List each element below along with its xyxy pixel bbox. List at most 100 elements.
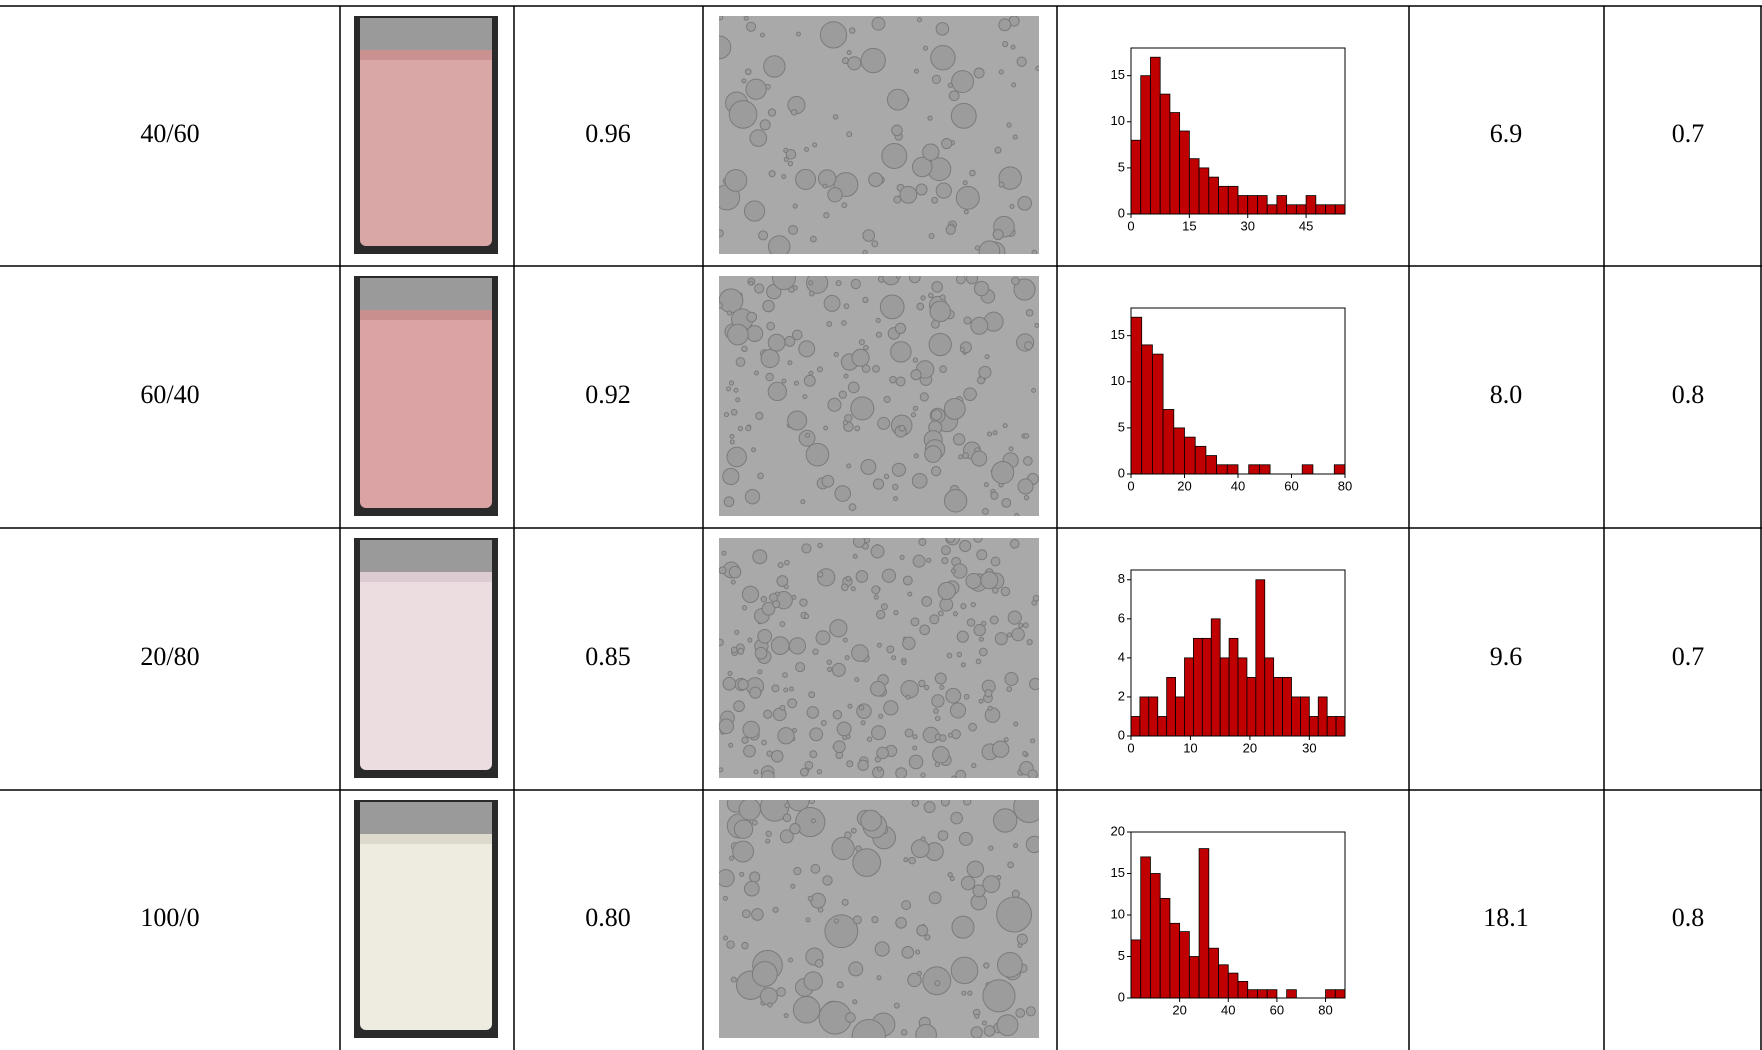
plot-frame [1130, 47, 1346, 215]
droplet [976, 549, 988, 561]
droplet [783, 687, 789, 693]
droplet [722, 935, 729, 941]
x-tick-label: 80 [1318, 1002, 1332, 1017]
droplet [733, 387, 739, 393]
droplet [851, 644, 869, 662]
droplet [881, 143, 908, 169]
droplet [974, 1013, 980, 1019]
droplet [951, 915, 975, 939]
droplet [792, 203, 798, 209]
histogram-bar [1305, 195, 1317, 215]
droplet [730, 976, 737, 983]
histogram-bar [1198, 848, 1210, 999]
droplet [962, 180, 968, 186]
droplet [1015, 1008, 1026, 1018]
droplet [883, 395, 891, 403]
droplet [1013, 843, 1019, 849]
droplet [823, 212, 830, 219]
droplet [737, 647, 745, 655]
droplet [916, 17, 923, 23]
droplet [966, 860, 984, 878]
droplet [883, 700, 899, 716]
droplet [729, 433, 735, 439]
droplet [919, 392, 929, 402]
droplet [755, 411, 764, 421]
droplet [1011, 627, 1025, 642]
x-tick-label: 30 [1240, 218, 1254, 233]
droplet [734, 629, 740, 635]
histogram-bar [1205, 455, 1218, 475]
droplet [757, 628, 773, 644]
droplet [730, 646, 738, 654]
histogram-bar [1184, 657, 1194, 737]
droplet [721, 550, 727, 556]
droplet [893, 610, 899, 616]
droplet [883, 473, 890, 480]
y-tick-label: 0 [1118, 465, 1125, 480]
droplet [962, 452, 969, 459]
droplet [846, 131, 853, 138]
droplet [965, 572, 982, 589]
droplet [762, 299, 775, 313]
droplet [744, 68, 752, 76]
droplet [860, 47, 886, 74]
droplet [761, 739, 767, 746]
droplet [833, 351, 839, 357]
droplet [934, 715, 941, 722]
droplet [895, 276, 901, 280]
droplet [950, 729, 961, 740]
droplet [767, 108, 777, 117]
droplet [743, 880, 760, 897]
droplet [939, 294, 946, 301]
droplet [955, 276, 966, 285]
cell-text: 20/80 [140, 642, 199, 671]
y-tick-label: 5 [1118, 948, 1125, 963]
histogram-bar [1276, 195, 1288, 215]
y-tick-label: 10 [1111, 373, 1125, 388]
droplet [741, 941, 749, 950]
histogram-bar [1188, 956, 1200, 999]
droplet [851, 348, 870, 367]
droplet [916, 302, 925, 311]
droplet [783, 559, 790, 566]
droplet [877, 416, 891, 430]
droplet [899, 185, 918, 204]
droplet [831, 836, 855, 861]
droplet [975, 658, 982, 665]
droplet [737, 678, 749, 691]
droplet [931, 74, 942, 85]
droplet [732, 840, 754, 863]
x-tick-label: 60 [1284, 478, 1298, 493]
droplet [812, 142, 818, 148]
droplet [719, 301, 723, 309]
droplet [741, 909, 751, 919]
droplet [842, 637, 848, 643]
droplet [771, 684, 780, 693]
droplet [829, 619, 848, 638]
droplet [834, 485, 852, 502]
y-tick-label: 20 [1111, 823, 1125, 838]
droplet [918, 538, 927, 546]
vial-body [360, 836, 492, 1030]
droplet [823, 294, 841, 312]
droplet [927, 115, 933, 121]
droplet [895, 767, 908, 778]
droplet [791, 329, 803, 341]
droplet [845, 575, 852, 582]
histogram-bar [1325, 989, 1336, 999]
histogram-bar [1169, 922, 1181, 999]
droplet [770, 749, 784, 763]
droplet [1001, 497, 1012, 508]
droplet [1016, 933, 1028, 945]
droplet [759, 987, 778, 1006]
histogram-bar [1198, 167, 1210, 215]
histogram-bar [1333, 464, 1346, 475]
x-tick-label: 40 [1221, 1002, 1235, 1017]
micrograph [719, 800, 1039, 1038]
droplet [805, 432, 811, 438]
droplet [793, 380, 800, 386]
droplet [855, 845, 862, 852]
droplet [978, 647, 988, 657]
droplet [908, 856, 916, 865]
droplet [1011, 889, 1020, 898]
